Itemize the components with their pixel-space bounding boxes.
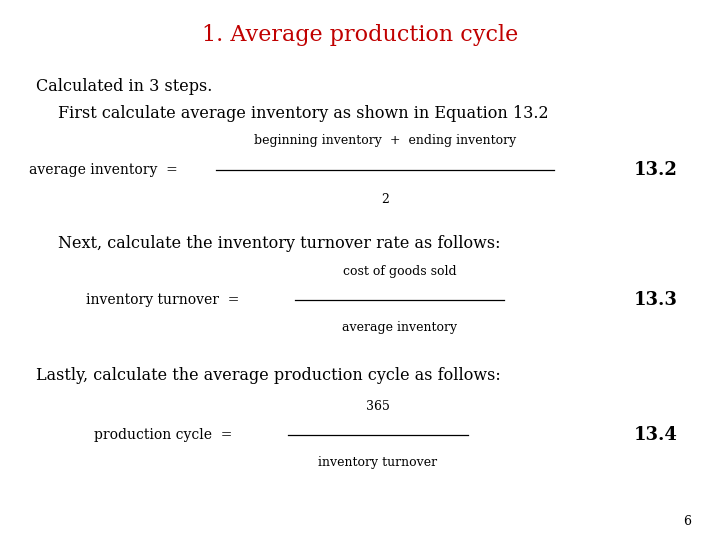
Text: 1. Average production cycle: 1. Average production cycle [202,24,518,46]
Text: inventory turnover  =: inventory turnover = [86,293,240,307]
Text: average inventory: average inventory [342,321,457,334]
Text: 2: 2 [382,193,389,206]
Text: 365: 365 [366,400,390,413]
Text: Calculated in 3 steps.: Calculated in 3 steps. [36,78,212,95]
Text: production cycle  =: production cycle = [94,428,232,442]
Text: Lastly, calculate the average production cycle as follows:: Lastly, calculate the average production… [36,367,500,384]
Text: Next, calculate the inventory turnover rate as follows:: Next, calculate the inventory turnover r… [58,235,500,252]
Text: average inventory  =: average inventory = [29,163,178,177]
Text: 13.3: 13.3 [634,291,678,309]
Text: cost of goods sold: cost of goods sold [343,265,456,278]
Text: 6: 6 [683,515,691,528]
Text: inventory turnover: inventory turnover [318,456,438,469]
Text: 13.4: 13.4 [634,426,678,444]
Text: beginning inventory  +  ending inventory: beginning inventory + ending inventory [254,134,516,147]
Text: 13.2: 13.2 [634,161,678,179]
Text: First calculate average inventory as shown in Equation 13.2: First calculate average inventory as sho… [58,105,548,122]
